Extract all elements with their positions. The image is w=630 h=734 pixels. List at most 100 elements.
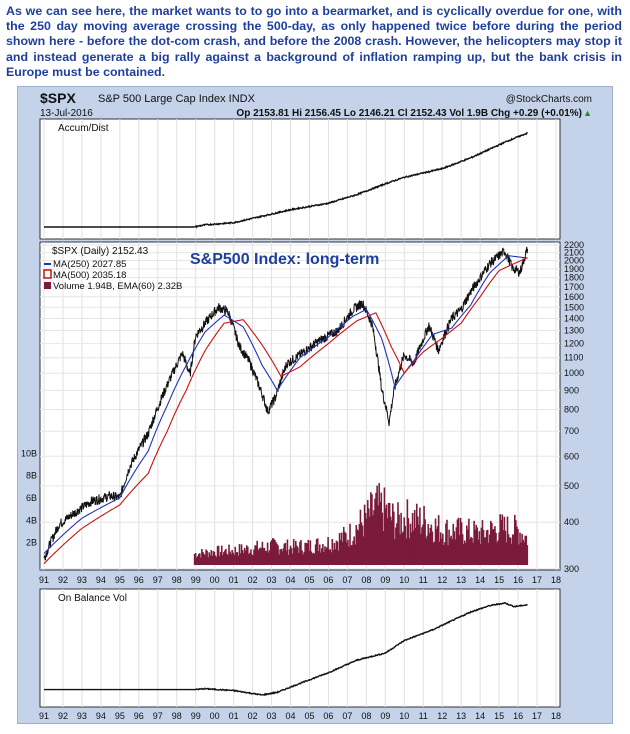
volume-tick-label: 4B: [26, 515, 37, 525]
volume-bar: [496, 542, 498, 565]
volume-bar: [442, 533, 444, 565]
volume-bar: [341, 541, 344, 565]
x-tick-label: 92: [58, 575, 68, 585]
volume-bar: [443, 545, 445, 565]
volume-bar: [283, 543, 286, 565]
volume-bar: [508, 537, 511, 565]
volume-bar: [497, 540, 499, 565]
volume-bar: [359, 509, 362, 565]
volume-bar: [440, 538, 443, 565]
volume-bar: [427, 524, 430, 565]
volume-bar: [194, 553, 197, 565]
volume-bar: [332, 550, 335, 565]
x-tick-label: 03: [267, 575, 277, 585]
volume-bar: [519, 532, 521, 565]
volume-bar: [518, 544, 520, 565]
volume-bar: [377, 505, 379, 565]
volume-bar: [455, 527, 458, 565]
volume-bar: [513, 514, 516, 565]
volume-bar: [324, 546, 326, 565]
volume-bar: [524, 535, 527, 565]
volume-bar: [454, 539, 457, 565]
x-tick-label: 15: [494, 711, 504, 721]
x-tick-label: 18: [551, 575, 561, 585]
volume-bar: [468, 518, 470, 565]
volume-bar: [506, 516, 509, 565]
volume-bar: [221, 555, 224, 565]
x-tick-label: 04: [286, 575, 296, 585]
volume-bar: [268, 550, 271, 565]
volume-bar: [385, 504, 388, 565]
volume-bar: [316, 538, 319, 565]
x-tick-label: 98: [172, 711, 182, 721]
volume-bar: [522, 539, 524, 565]
volume-bar: [262, 547, 265, 565]
volume-bar: [273, 538, 275, 565]
volume-bar: [340, 532, 343, 565]
volume-bar: [421, 527, 423, 565]
volume-bar: [469, 539, 471, 565]
volume-bar: [339, 539, 342, 565]
volume-bar: [517, 529, 519, 565]
y-tick-label: 1300: [564, 326, 584, 336]
volume-bar: [475, 524, 478, 565]
volume-bar: [274, 540, 276, 565]
volume-bar: [331, 538, 334, 565]
volume-bar: [348, 546, 350, 565]
volume-bar: [280, 548, 282, 565]
volume-bar: [229, 551, 231, 565]
volume-bar: [301, 550, 303, 565]
header-symbol: $SPX: [40, 90, 76, 106]
volume-bar: [195, 557, 198, 565]
volume-bar: [432, 542, 435, 565]
volume-bar: [291, 553, 294, 565]
volume-bar: [220, 545, 223, 565]
volume-bar: [482, 529, 485, 565]
volume-bar: [224, 550, 226, 565]
volume-bar: [202, 551, 204, 565]
volume-tick-label: 10B: [21, 448, 37, 458]
x-tick-label: 12: [437, 711, 447, 721]
y-tick-label: 2000: [564, 255, 584, 265]
volume-bar: [470, 536, 472, 565]
volume-bar: [419, 507, 421, 565]
volume-bar: [365, 518, 368, 565]
volume-bar: [509, 537, 512, 565]
volume-bar: [393, 511, 395, 565]
volume-bar: [244, 550, 247, 565]
volume-bar: [364, 512, 367, 565]
volume-bar: [272, 538, 274, 565]
volume-bar: [404, 525, 407, 565]
x-tick-label: 91: [39, 575, 49, 585]
volume-bar: [503, 516, 506, 565]
volume-bar: [407, 518, 410, 565]
volume-bar: [480, 527, 483, 565]
volume-bar: [437, 515, 440, 565]
volume-bar: [311, 553, 314, 565]
volume-bar: [405, 538, 408, 565]
volume-bar: [520, 542, 522, 565]
volume-bar: [399, 534, 401, 565]
header-date: 13-Jul-2016: [40, 108, 93, 119]
volume-bar: [423, 506, 425, 565]
x-tick-label: 08: [361, 711, 371, 721]
volume-bar: [246, 546, 249, 565]
x-tick-label: 11: [419, 575, 428, 585]
legend-spx: $SPX (Daily) 2152.43: [52, 246, 149, 257]
volume-bar: [486, 529, 489, 565]
volume-bar: [488, 534, 491, 565]
volume-bar: [374, 498, 376, 565]
volume-bar: [417, 516, 419, 565]
volume-bar: [504, 530, 507, 565]
x-tick-label: 10: [399, 575, 409, 585]
volume-bar: [259, 547, 262, 565]
chart-marks: [43, 131, 529, 696]
volume-bar: [356, 529, 359, 565]
volume-bar: [300, 540, 302, 565]
volume-bar: [265, 551, 268, 565]
x-tick-label: 92: [58, 711, 68, 721]
volume-bar: [507, 534, 510, 565]
volume-bar: [438, 541, 441, 565]
volume-bar: [501, 514, 504, 565]
volume-bar: [495, 533, 497, 565]
